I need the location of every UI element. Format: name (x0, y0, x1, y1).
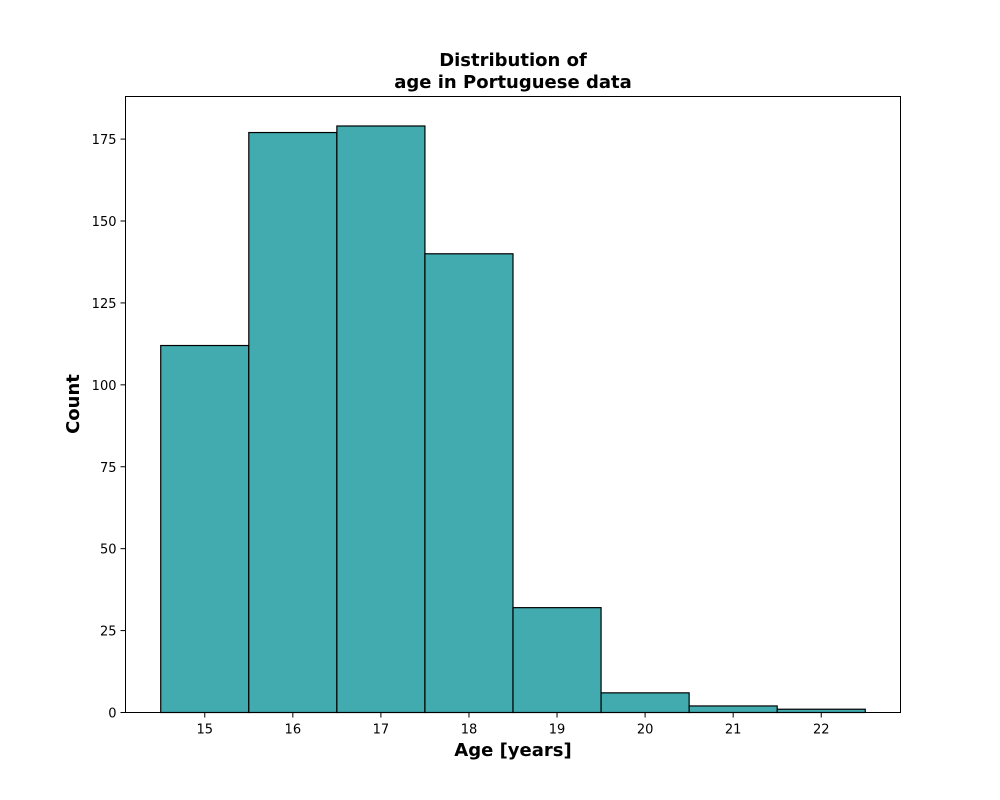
y-tick-label: 125 (92, 297, 117, 312)
bar-age-19 (512, 607, 602, 714)
x-tick-label: 21 (725, 723, 742, 738)
bar-age-15 (160, 344, 250, 714)
y-tick-label: 25 (100, 625, 117, 640)
x-tick-label: 22 (813, 723, 830, 738)
y-tick-label: 50 (100, 543, 117, 558)
x-tick-label: 15 (196, 723, 213, 738)
bar-age-21 (688, 705, 778, 714)
x-tick-label: 20 (637, 723, 654, 738)
y-axis-label: Count (63, 374, 84, 434)
x-tick-label: 17 (373, 723, 390, 738)
y-tick-label: 100 (92, 379, 117, 394)
plot-frame (125, 96, 901, 713)
chart-title-line-1: Distribution of (439, 50, 587, 71)
y-tick-label: 150 (92, 215, 117, 230)
x-tick-label: 18 (461, 723, 478, 738)
chart-title-line-2: age in Portuguese data (394, 72, 632, 93)
x-axis-label: Age [years] (454, 740, 571, 761)
y-axis-ticks: 0 25 50 75 100 125 150 175 (92, 133, 126, 722)
y-tick-label: 0 (108, 707, 116, 722)
y-tick-label: 175 (92, 133, 117, 148)
x-axis-ticks: 15 16 17 18 19 20 21 22 (196, 712, 830, 738)
y-tick-label: 75 (100, 461, 117, 476)
x-tick-label: 16 (285, 723, 302, 738)
bar-age-17 (336, 125, 426, 714)
x-tick-label: 19 (549, 723, 566, 738)
bars-group (160, 125, 866, 714)
bar-age-18 (424, 253, 514, 714)
bar-age-16 (248, 131, 338, 714)
bar-age-20 (600, 692, 690, 714)
